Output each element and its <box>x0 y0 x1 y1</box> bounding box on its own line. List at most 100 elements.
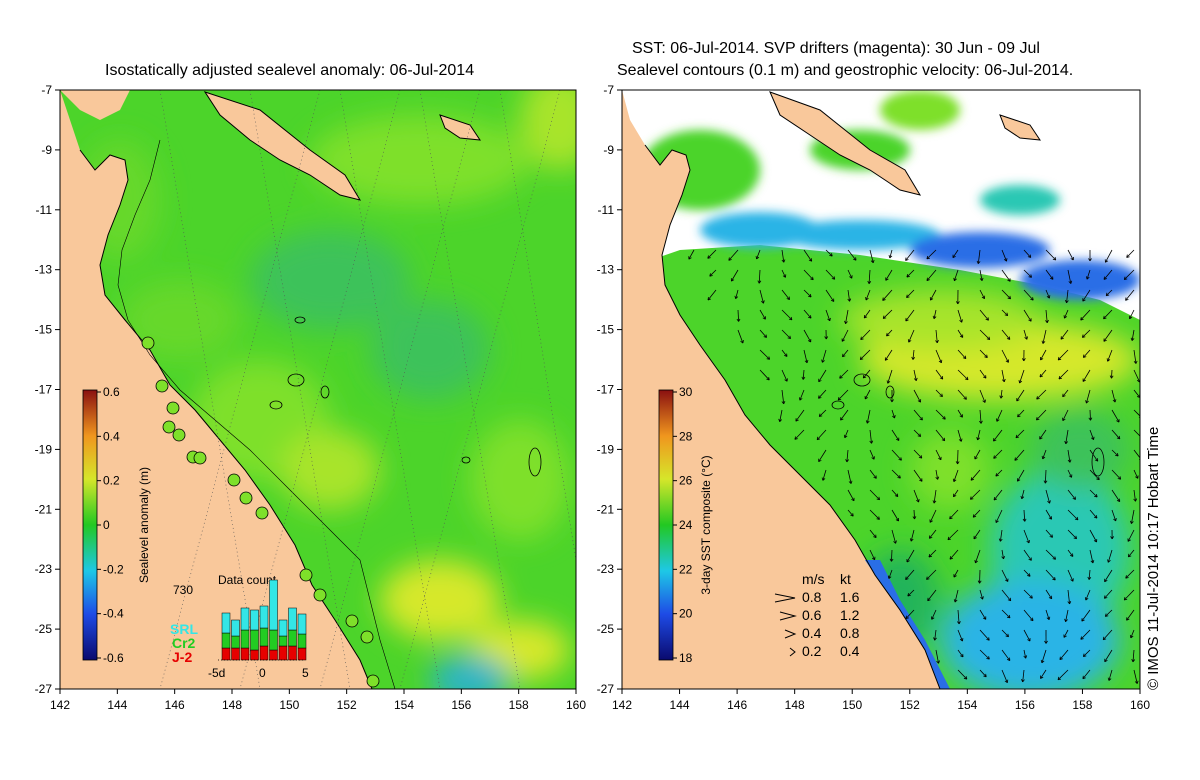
velocity-arrow <box>957 649 964 658</box>
velocity-arrow <box>1001 249 1007 262</box>
velocity-arrow <box>927 589 937 602</box>
velocity-arrow <box>847 489 855 501</box>
velocity-arrow <box>1103 329 1113 342</box>
velocity-arrow <box>1023 249 1032 258</box>
velocity-arrow <box>928 549 937 558</box>
velocity-arrow <box>1014 449 1025 461</box>
histogram-bar <box>269 629 278 651</box>
velocity-arrow <box>979 409 982 424</box>
right-lat-label: -23 <box>597 562 615 576</box>
velocity-arrow <box>931 609 937 620</box>
velocity-arrow <box>847 269 853 279</box>
velocity-arrow <box>1060 329 1069 340</box>
velocity-arrow <box>929 509 937 523</box>
velocity-arrow <box>1133 449 1140 459</box>
left-lat-label: -9 <box>41 143 52 157</box>
velocity-legend-arrow <box>774 593 796 603</box>
left-lat-label: -7 <box>41 83 52 97</box>
velocity-arrow <box>1105 249 1113 263</box>
velocity-arrow <box>906 549 915 563</box>
right-lat-label: -19 <box>597 442 615 456</box>
left-lat-label: -23 <box>35 562 53 576</box>
velocity-arrow <box>1104 589 1113 599</box>
velocity-arrow <box>1081 609 1091 622</box>
velocity-arrow <box>781 289 790 300</box>
velocity-arrow <box>1059 649 1069 660</box>
velocity-arrow <box>1086 389 1091 404</box>
velocity-arrow <box>1045 289 1050 299</box>
velocity-arrow <box>803 289 812 298</box>
velocity-arrow <box>802 369 805 380</box>
velocity-arrow <box>1023 509 1026 522</box>
right-map-title-line2: Sealevel contours (0.1 m) and geostrophi… <box>617 62 1074 79</box>
velocity-arrow <box>794 429 805 440</box>
velocity-arrow <box>1067 269 1072 284</box>
right_map-colorbar-tick: 20 <box>679 607 693 621</box>
velocity-arrow <box>781 249 785 263</box>
velocity-legend-kt: 1.6 <box>840 589 860 605</box>
right-lat-label: -15 <box>597 323 615 337</box>
velocity-arrow <box>953 269 959 281</box>
velocity-arrow <box>1088 569 1091 580</box>
velocity-arrow <box>688 249 695 260</box>
velocity-arrow <box>953 489 959 497</box>
histogram-bar <box>240 647 250 661</box>
velocity-arrow <box>905 249 915 261</box>
velocity-arrow <box>913 509 915 520</box>
velocity-arrow <box>863 309 871 319</box>
velocity-arrow <box>844 429 849 438</box>
velocity-arrow <box>1111 449 1119 457</box>
velocity-arrow <box>970 489 981 500</box>
histogram-bar <box>231 647 240 661</box>
left-lat-label: -15 <box>35 323 53 337</box>
velocity-legend: m/s kt 0.8 1.6 0.6 1.2 0.4 0.8 0.2 0.4 <box>774 571 860 659</box>
velocity-arrow <box>1001 309 1008 316</box>
right-lat-label: -9 <box>603 143 614 157</box>
velocity-arrow <box>935 469 939 480</box>
velocity-arrow <box>759 369 770 381</box>
right-lat-label: -11 <box>598 203 615 217</box>
histogram-bar <box>231 619 240 637</box>
velocity-arrow <box>759 289 764 304</box>
velocity-arrow <box>993 429 1003 442</box>
velocity-arrow <box>979 609 987 620</box>
velocity-arrow <box>979 349 988 358</box>
velocity-arrow <box>935 389 943 397</box>
velocity-arrow <box>957 349 967 359</box>
velocity-arrow <box>869 469 877 479</box>
velocity-arrow <box>891 489 899 497</box>
velocity-arrow <box>891 429 900 441</box>
velocity-arrow <box>906 289 915 298</box>
velocity-arrow <box>1126 249 1135 258</box>
tide-gauge-markers <box>141 336 380 688</box>
histogram-bar <box>240 607 250 631</box>
velocity-arrow <box>781 369 788 382</box>
histogram-bar <box>250 629 259 651</box>
left_map-colorbar-tick: 0.6 <box>103 385 120 399</box>
velocity-arrow <box>781 349 788 357</box>
velocity-arrow <box>933 309 937 319</box>
velocity-arrow <box>1045 549 1056 560</box>
velocity-arrow <box>1132 649 1135 662</box>
velocity-arrow <box>891 469 901 479</box>
right_map-colorbar-tick: 26 <box>679 474 693 488</box>
velocity-arrow <box>709 269 717 277</box>
velocity-arrow <box>935 349 942 363</box>
velocity-arrow <box>957 629 963 642</box>
velocity-arrow <box>995 509 1003 523</box>
velocity-arrow <box>979 389 986 403</box>
velocity-arrow <box>1036 389 1047 400</box>
velocity-arrow <box>1103 269 1113 280</box>
velocity-arrow <box>847 469 852 484</box>
histogram-bar <box>231 635 240 649</box>
velocity-arrow <box>737 329 744 344</box>
right_map-colorbar-tick: 28 <box>679 429 693 443</box>
velocity-arrow <box>1039 429 1047 440</box>
histogram-bar <box>259 627 269 647</box>
geostrophic-velocity-arrows <box>688 249 1140 684</box>
velocity-arrow <box>803 269 814 281</box>
velocity-arrow <box>1133 469 1139 479</box>
left-map-title: Isostatically adjusted sealevel anomaly:… <box>105 62 475 79</box>
velocity-arrow <box>803 329 812 343</box>
